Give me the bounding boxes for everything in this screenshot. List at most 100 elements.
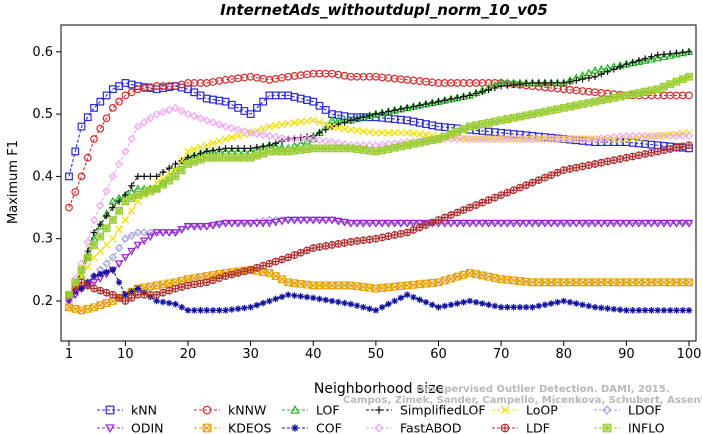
data-point xyxy=(478,219,487,228)
x-axis-label: Neighborhood size xyxy=(314,381,444,397)
data-point xyxy=(685,307,693,314)
data-point xyxy=(202,223,212,231)
data-point xyxy=(102,241,111,249)
data-point xyxy=(90,229,98,236)
data-point xyxy=(133,191,142,199)
x-tick-label: 50 xyxy=(368,347,385,362)
data-point xyxy=(403,141,412,150)
data-point xyxy=(322,120,330,129)
data-point xyxy=(554,79,561,87)
data-point xyxy=(164,229,174,238)
data-point xyxy=(290,251,299,259)
data-point xyxy=(378,284,387,292)
data-point xyxy=(553,168,562,177)
data-point xyxy=(641,150,650,158)
data-point xyxy=(108,172,117,181)
data-point xyxy=(453,272,462,281)
data-point xyxy=(415,219,425,228)
data-point xyxy=(560,297,568,305)
data-point xyxy=(115,97,124,106)
data-point xyxy=(309,116,317,125)
data-point xyxy=(328,297,336,305)
data-point xyxy=(127,194,136,203)
data-point xyxy=(647,86,656,95)
data-point xyxy=(590,219,600,228)
data-point xyxy=(397,229,405,238)
data-point xyxy=(121,197,130,206)
data-point xyxy=(233,125,243,134)
data-point xyxy=(83,153,92,162)
data-point xyxy=(653,131,662,141)
data-point xyxy=(127,294,136,302)
data-point xyxy=(534,278,543,287)
data-point xyxy=(216,146,223,153)
data-point xyxy=(422,100,430,108)
data-point xyxy=(653,219,663,228)
data-point xyxy=(359,146,368,154)
data-point xyxy=(121,234,130,243)
data-point xyxy=(77,265,86,274)
data-point xyxy=(453,127,462,136)
data-point xyxy=(471,219,481,228)
data-point xyxy=(665,51,675,59)
data-point xyxy=(590,65,600,74)
data-point xyxy=(327,216,337,225)
data-point xyxy=(385,300,392,308)
data-point xyxy=(591,160,599,168)
data-point xyxy=(409,280,418,289)
data-point xyxy=(222,145,229,152)
data-point xyxy=(560,79,568,87)
data-point xyxy=(609,133,618,142)
data-point xyxy=(585,74,593,82)
data-point xyxy=(441,97,449,104)
data-point xyxy=(353,145,361,154)
data-point xyxy=(365,219,374,228)
data-point xyxy=(196,143,205,152)
data-point xyxy=(209,307,217,314)
data-point xyxy=(96,124,105,133)
data-point xyxy=(565,134,575,144)
data-point xyxy=(622,131,631,141)
data-point xyxy=(296,94,305,103)
data-point xyxy=(278,293,286,301)
data-point xyxy=(105,405,115,415)
data-point xyxy=(371,284,380,293)
data-point xyxy=(447,274,455,283)
data-point xyxy=(597,158,606,167)
data-point xyxy=(234,153,242,162)
data-point xyxy=(378,303,386,311)
data-point xyxy=(265,131,274,141)
data-point xyxy=(341,119,348,126)
data-point xyxy=(333,217,343,226)
data-point xyxy=(466,92,474,99)
data-point xyxy=(484,272,493,281)
data-point xyxy=(384,283,393,292)
data-point xyxy=(603,157,612,166)
data-point xyxy=(553,105,562,114)
data-point xyxy=(102,288,111,297)
legend-item-knn: kNN xyxy=(97,403,157,418)
data-point xyxy=(522,303,530,311)
data-point xyxy=(228,145,236,152)
data-point xyxy=(103,212,110,220)
data-point xyxy=(90,284,98,293)
data-point xyxy=(566,165,574,173)
data-point xyxy=(491,84,499,92)
data-point xyxy=(196,279,205,288)
legend-label: KDEOS xyxy=(228,421,272,434)
data-point xyxy=(360,113,367,121)
data-point xyxy=(139,237,149,246)
data-point xyxy=(71,147,80,156)
data-point xyxy=(459,125,468,133)
data-point xyxy=(259,149,268,158)
data-point xyxy=(559,134,568,144)
data-point xyxy=(190,157,199,166)
data-point xyxy=(503,115,512,123)
data-point xyxy=(666,131,675,141)
data-point xyxy=(278,255,286,264)
data-point xyxy=(258,130,268,140)
data-point xyxy=(84,263,92,271)
legend-label: SimplifiedLOF xyxy=(400,403,486,418)
data-point xyxy=(459,206,468,214)
data-point xyxy=(484,219,493,228)
